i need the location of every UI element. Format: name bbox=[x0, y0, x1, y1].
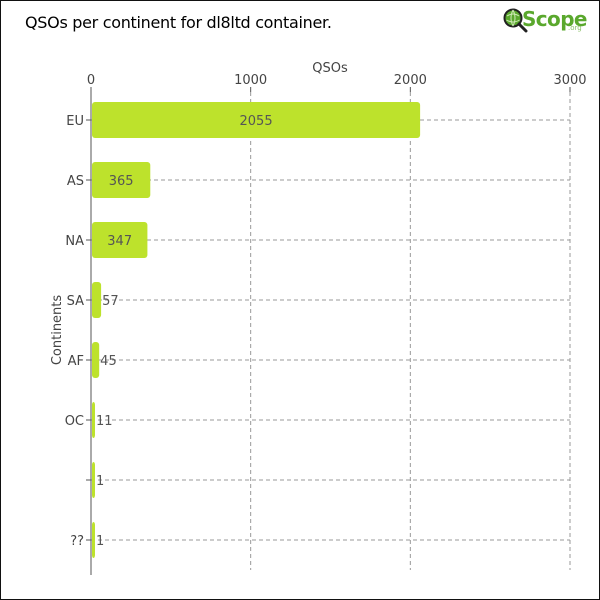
logo-text: Scope bbox=[522, 7, 587, 31]
x-tick-label: 2000 bbox=[394, 73, 427, 88]
bar bbox=[92, 462, 95, 498]
bar-value-label: 2055 bbox=[240, 114, 273, 129]
bar-value-label: 365 bbox=[109, 174, 134, 189]
logo-suffix: .org bbox=[568, 24, 582, 32]
magnifier-globe-icon bbox=[503, 8, 528, 33]
axis-layer: 0 1000 2000 3000 EU AS NA SA AF OC?? bbox=[65, 73, 587, 575]
chart-title: QSOs per continent for dl8ltd container. bbox=[25, 13, 332, 32]
y-tick-label: OC bbox=[65, 414, 84, 429]
bar-value-label: 347 bbox=[107, 234, 132, 249]
y-tick-label: EU bbox=[66, 114, 84, 129]
y-tick-label: AF bbox=[68, 354, 84, 369]
bar bbox=[92, 342, 100, 378]
x-tick-label: 0 bbox=[87, 73, 95, 88]
bar bbox=[92, 162, 151, 198]
y-tick-label: AS bbox=[67, 174, 84, 189]
bar-value-label: 1 bbox=[96, 474, 104, 489]
x-axis-title: QSOs bbox=[312, 61, 348, 76]
bar-value-label: 1 bbox=[96, 534, 104, 549]
y-tick-label: ?? bbox=[70, 534, 84, 549]
grid-layer bbox=[91, 92, 571, 570]
bar bbox=[92, 222, 148, 258]
bar bbox=[92, 102, 421, 138]
y-axis-title: Continents bbox=[50, 295, 65, 366]
bar-value-label: 57 bbox=[102, 294, 119, 309]
bar bbox=[92, 282, 102, 318]
bar bbox=[92, 522, 95, 558]
y-tick-label: SA bbox=[67, 294, 84, 309]
y-tick-label: NA bbox=[65, 234, 84, 249]
bar-value-label: 11 bbox=[96, 414, 113, 429]
x-tick-label: 3000 bbox=[553, 73, 586, 88]
x-tick-label: 1000 bbox=[234, 73, 267, 88]
bar bbox=[92, 402, 95, 438]
qscope-logo[interactable]: Scope .org bbox=[500, 5, 588, 37]
bar-value-label: 45 bbox=[100, 354, 117, 369]
